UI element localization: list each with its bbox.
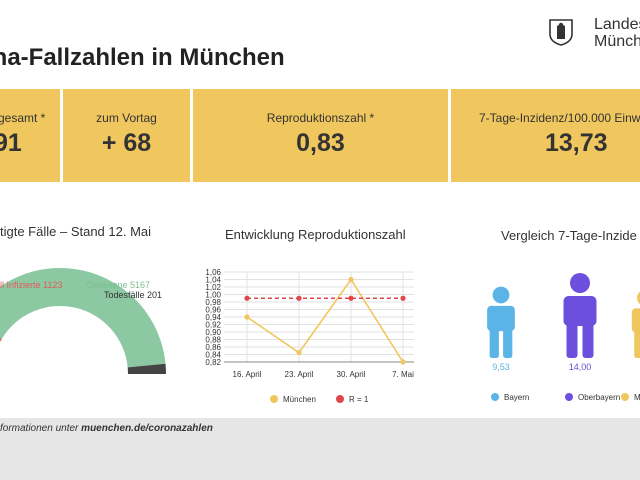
kpi-incidence-label: 7-Tage-Inzidenz/100.000 Einw: [479, 111, 640, 125]
r-point-muenchen: [296, 350, 302, 356]
kpi-total-value: 91: [0, 129, 22, 157]
r-legend-marker-r1: [336, 395, 344, 403]
r-legend-marker-muenchen: [270, 395, 278, 403]
r-point-r1: [244, 295, 250, 301]
person-head-bayern: [492, 286, 510, 304]
r-xtick-label: 30. April: [337, 370, 366, 379]
incidence-legend-marker-oberbayern: [565, 393, 573, 401]
page-title: ona-Fallzahlen in München: [0, 44, 285, 71]
incidence-comparison-chart: 9,53 14,00 Bayern Oberbayern Mün: [487, 273, 640, 402]
r-point-muenchen: [244, 314, 250, 320]
person-leg-left-bayern: [489, 326, 499, 358]
r-legend-label-muenchen: München: [283, 395, 316, 404]
gauge-label-infected: ll Infizierte 1123: [0, 280, 62, 290]
reproduction-chart-title: Entwicklung Reproduktionszahl: [225, 227, 406, 242]
kpi-reproduction: Reproduktionszahl * 0,83: [193, 89, 448, 182]
person-torso-oberbayern: [563, 296, 597, 326]
incidence-legend-marker-bayern: [491, 393, 499, 401]
cases-gauge-chart: ll Infizierte 1123 Genesene 5167Todesfäll…: [0, 268, 166, 374]
incidence-value-label-oberbayern: 14,00: [569, 362, 592, 372]
r-ytick-label: 0,94: [205, 313, 221, 322]
r-point-muenchen: [348, 276, 354, 283]
footer-note: formationen unter muenchen.de/coronazahl…: [0, 423, 213, 434]
kpi-incidence: 7-Tage-Inzidenz/100.000 Einw 13,73: [451, 89, 640, 182]
gauge-slice-deaths: [127, 363, 166, 374]
r-ytick-label: 0,92: [205, 321, 221, 330]
r-ytick-label: 0,84: [205, 351, 221, 360]
r-ytick-label: 1,00: [205, 291, 221, 300]
munich-coat-of-arms-icon: [549, 19, 573, 46]
incidence-legend-label-bayern: Bayern: [504, 393, 529, 402]
r-point-r1: [348, 295, 354, 301]
logo-text: Landes Münch: [594, 16, 640, 50]
footer-bar: [0, 418, 640, 480]
r-point-r1: [296, 295, 302, 301]
incidence-chart-title: Vergleich 7-Tage-Inzide: [501, 228, 637, 243]
person-icon-muenchen: [631, 291, 640, 358]
person-leg-left-oberbayern: [566, 320, 578, 358]
kpi-reproduction-label: Reproduktionszahl *: [266, 111, 375, 125]
footer-note-text: formationen unter: [0, 423, 82, 434]
r-xtick-label: 23. April: [285, 370, 314, 379]
person-head-oberbayern: [570, 273, 590, 293]
kpi-incidence-value: 13,73: [545, 129, 608, 157]
person-leg-right-bayern: [503, 326, 513, 358]
cases-chart-title: tigte Fälle – Stand 12. Mai: [0, 224, 152, 239]
incidence-legend-marker-muenchen: [621, 393, 629, 401]
kpi-previous-day: zum Vortag + 68: [63, 89, 190, 182]
reproduction-line-chart: 1,061,041,021,000,980,960,940,920,900,88…: [205, 268, 414, 404]
r-series-line-muenchen: [246, 278, 404, 363]
person-icon-oberbayern: [563, 273, 597, 358]
r-ytick-label: 1,06: [205, 268, 221, 277]
gauge-label-recovered: Genesene 5167: [86, 280, 150, 290]
r-ytick-label: 0,96: [205, 306, 221, 315]
incidence-value-label-bayern: 9,53: [492, 362, 510, 372]
person-head-muenchen: [637, 291, 640, 305]
footer-note-link[interactable]: muenchen.de/coronazahlen: [81, 423, 213, 434]
r-xtick-label: 16. April: [233, 370, 262, 379]
r-point-muenchen: [400, 359, 406, 365]
r-ytick-label: 0,98: [205, 298, 221, 307]
person-torso-bayern: [487, 305, 515, 332]
kpi-total-label: gesamt *: [0, 111, 46, 125]
r-ytick-label: 0,82: [205, 358, 221, 367]
person-leg-right-oberbayern: [582, 320, 594, 358]
r-ytick-label: 0,90: [205, 328, 221, 337]
kpi-reproduction-value: 0,83: [296, 129, 345, 157]
r-xtick-label: 7. Mai: [392, 370, 414, 379]
gauge-slice-infected: [0, 337, 2, 343]
incidence-legend-label-oberbayern: Oberbayern: [578, 393, 620, 402]
gauge-slice-recovered: [0, 268, 166, 368]
kpi-total: gesamt * 91: [0, 89, 60, 182]
r-ytick-label: 1,04: [205, 276, 221, 285]
r-legend-label-r1: R = 1: [349, 395, 369, 404]
r-ytick-label: 1,02: [205, 283, 221, 292]
r-ytick-label: 0,86: [205, 343, 221, 352]
person-leg-left-muenchen: [634, 327, 640, 358]
incidence-legend-label-muenchen: Mün: [634, 393, 640, 402]
r-ytick-label: 0,88: [205, 336, 221, 345]
person-torso-muenchen: [631, 308, 640, 333]
kpi-previous-day-value: + 68: [101, 129, 152, 157]
kpi-previous-day-label: zum Vortag: [96, 111, 157, 125]
r-point-r1: [400, 295, 406, 301]
person-icon-bayern: [487, 286, 515, 358]
gauge-label-deaths: Todesfälle 201: [104, 290, 162, 300]
